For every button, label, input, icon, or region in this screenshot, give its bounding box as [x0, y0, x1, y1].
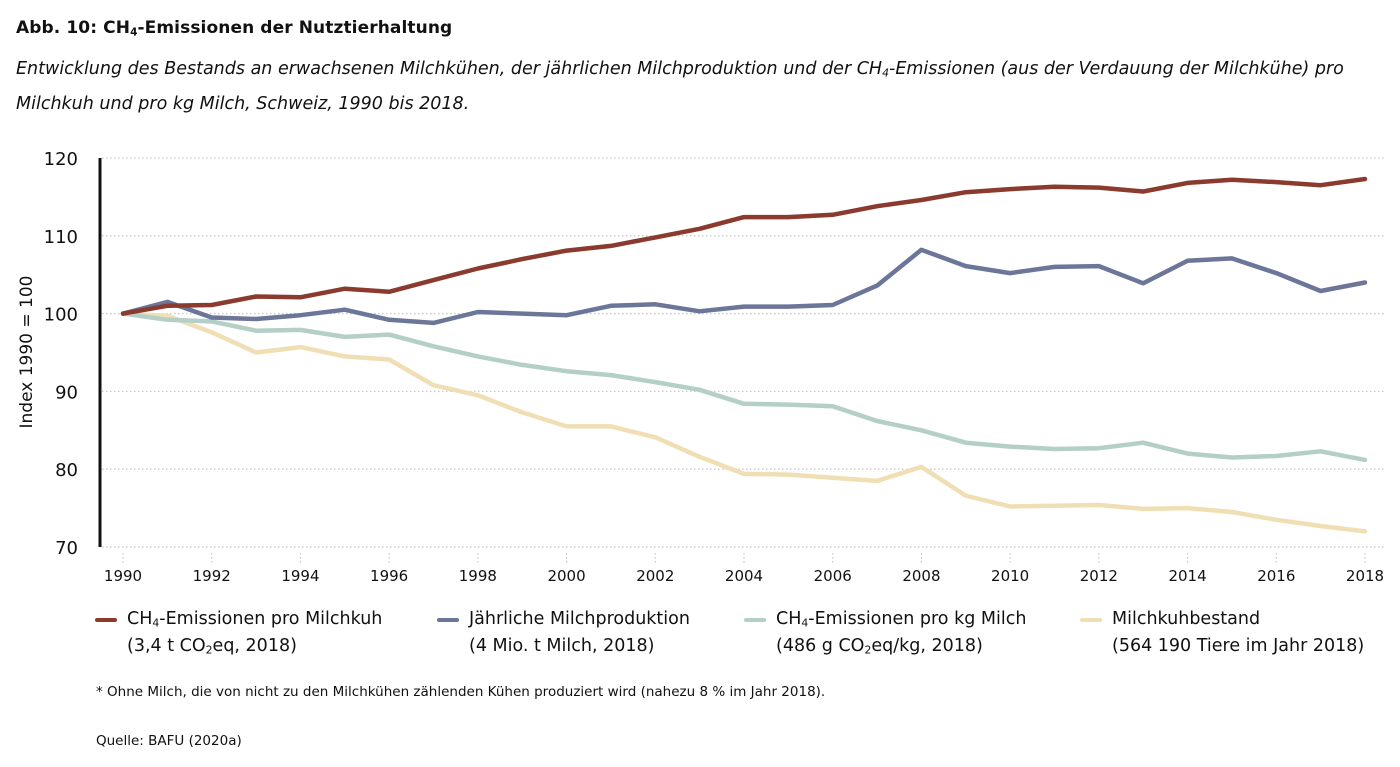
x-tick-label: 2004 — [725, 567, 763, 585]
grid-lines — [102, 157, 1385, 548]
legend-item-ch4-pro-kg-milch[interactable]: CH4-Emissionen pro kg Milch (486 g CO2eq… — [744, 606, 1026, 660]
x-axis-ticks — [122, 553, 1366, 565]
x-tick-label: 2006 — [814, 567, 852, 585]
x-tick-label: 2018 — [1346, 567, 1384, 585]
series-line-1 — [120, 247, 1368, 326]
y-axis-tick-labels: 70 80 90 100 110 120 — [44, 149, 78, 559]
legend-swatch — [437, 618, 459, 622]
x-tick-label: 2016 — [1257, 567, 1295, 585]
x-tick-label: 2000 — [547, 567, 585, 585]
y-tick-label: 70 — [55, 538, 78, 559]
x-tick-label: 2010 — [991, 567, 1029, 585]
x-tick-label: 2014 — [1168, 567, 1206, 585]
series-line-3 — [120, 311, 1368, 534]
x-tick-label: 1998 — [459, 567, 497, 585]
figure-title: Abb. 10: CH4-Emissionen der Nutztierhalt… — [16, 18, 453, 39]
x-tick-label: 2002 — [636, 567, 674, 585]
y-tick-label: 100 — [44, 305, 78, 326]
y-tick-label: 110 — [44, 227, 78, 248]
x-tick-label: 2012 — [1080, 567, 1118, 585]
legend-swatch — [744, 618, 766, 622]
y-tick-label: 80 — [55, 460, 78, 481]
x-tick-label: 1994 — [281, 567, 319, 585]
y-axis-label: Index 1990 = 100 — [17, 276, 37, 429]
source-note: Quelle: BAFU (2020a) — [96, 733, 242, 749]
x-tick-label: 1996 — [370, 567, 408, 585]
footnote: * Ohne Milch, die von nicht zu den Milch… — [96, 684, 826, 700]
y-tick-label: 120 — [44, 149, 78, 170]
x-tick-label: 1990 — [104, 567, 142, 585]
legend: CH4-Emissionen pro Milchkuh (3,4 t CO2eq… — [95, 606, 1395, 666]
x-tick-label: 2008 — [902, 567, 940, 585]
figure-subtitle: Entwicklung des Bestands an erwachsenen … — [16, 59, 1344, 114]
x-axis-tick-labels: 1990 1992 1994 1996 1998 2000 2002 2004 2006 2008… — [104, 567, 1384, 585]
legend-item-milchkuhbestand[interactable]: Milchkuhbestand (564 190 Tiere im Jahr 2… — [1080, 606, 1364, 660]
legend-item-ch4-pro-milchkuh[interactable]: CH4-Emissionen pro Milchkuh (3,4 t CO2eq… — [95, 606, 382, 660]
series-line-0 — [120, 176, 1368, 316]
x-tick-label: 1992 — [193, 567, 231, 585]
y-tick-label: 90 — [55, 382, 78, 403]
legend-swatch — [95, 618, 117, 622]
legend-item-milchproduktion[interactable]: Jährliche Milchproduktion (4 Mio. t Milc… — [437, 606, 690, 660]
series-line-2 — [120, 311, 1368, 463]
series-lines — [120, 176, 1368, 534]
legend-swatch — [1080, 618, 1102, 622]
line-chart: 70 80 90 100 110 120 1990 1992 1994 1996 1998 2000… — [17, 149, 1385, 585]
